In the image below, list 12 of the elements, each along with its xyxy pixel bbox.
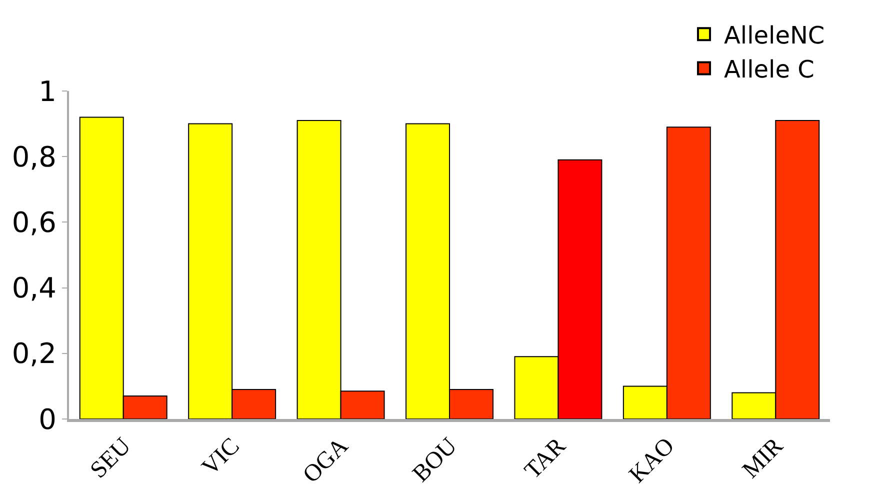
x-tick-label: OGA — [298, 432, 354, 488]
legend-label: Allele C — [724, 56, 814, 84]
y-tick-label: 1 — [38, 74, 56, 108]
y-tick-label: 0,2 — [12, 337, 56, 370]
x-tick-label: VIC — [197, 433, 245, 481]
y-tick-label: 0,4 — [12, 272, 56, 305]
y-tick-label: 0,6 — [12, 206, 56, 239]
legend-label: AlleleNC — [724, 21, 825, 50]
x-tick-label: MIR — [738, 433, 788, 484]
y-tick-label: 0 — [38, 402, 56, 436]
x-tick-label: TAR — [520, 433, 571, 484]
y-tick-label: 0,8 — [12, 140, 56, 174]
